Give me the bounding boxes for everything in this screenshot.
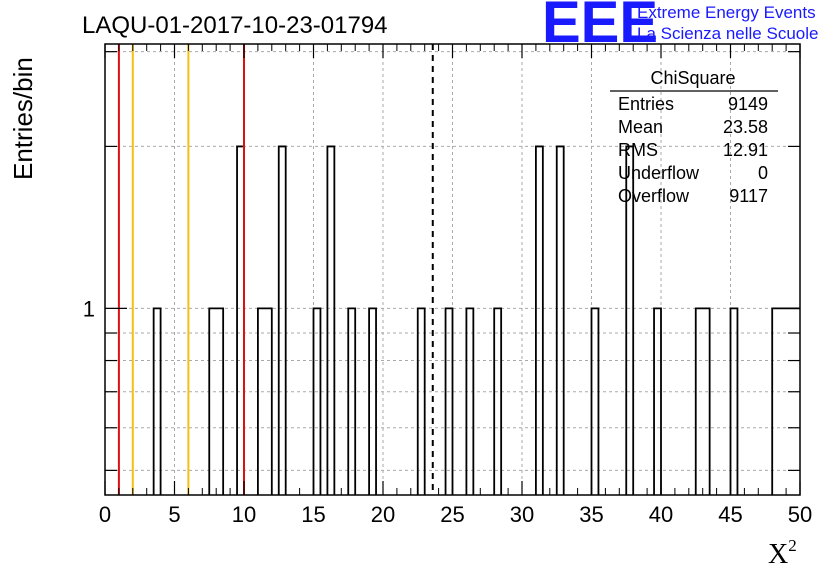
- logo-line-1: Extreme Energy Events: [637, 3, 816, 22]
- histogram-bars: [152, 145, 800, 495]
- histogram-bin: [654, 308, 661, 495]
- histogram-bin: [466, 308, 473, 495]
- histogram-bin: [772, 308, 779, 495]
- x-tick-label: 35: [579, 502, 603, 527]
- histogram-bin: [265, 308, 272, 495]
- logo-line-2: La Scienza nelle Scuole: [637, 24, 818, 43]
- histogram-bin: [327, 146, 334, 495]
- histogram-bin: [703, 308, 710, 495]
- y-axis-label: Entries/bin: [8, 57, 38, 180]
- y-tick-label: 1: [83, 296, 95, 321]
- tick-labels: 0 5 10 15 20 25 30 35 40 45 50 1: [83, 296, 812, 527]
- stats-title: ChiSquare: [650, 68, 735, 88]
- stats-value-rms: 12.91: [723, 140, 768, 160]
- reference-lines: [117, 44, 434, 495]
- x-tick-label: 10: [232, 502, 256, 527]
- histogram-bin: [314, 308, 321, 495]
- histogram-bin: [592, 308, 599, 495]
- histogram-bin: [279, 146, 286, 495]
- histogram-bin: [348, 308, 355, 495]
- histogram-bin: [209, 308, 216, 495]
- axis-ticks: [104, 44, 801, 495]
- histogram-bin: [446, 308, 453, 495]
- x-tick-label: 25: [440, 502, 464, 527]
- histogram-bin: [216, 308, 223, 495]
- x-tick-label: 5: [168, 502, 180, 527]
- eee-logo: EEE Extreme Energy Events La Scienza nel…: [542, 0, 818, 55]
- stats-value-underflow: 0: [758, 163, 768, 183]
- x-axis-label: X2: [768, 536, 797, 570]
- stats-label-mean: Mean: [618, 117, 663, 137]
- histogram-bin: [779, 308, 786, 495]
- stats-label-rms: RMS: [618, 140, 658, 160]
- x-tick-label: 45: [718, 502, 742, 527]
- stats-value-entries: 9149: [728, 94, 768, 114]
- x-tick-label: 0: [99, 502, 111, 527]
- x-tick-label: 20: [371, 502, 395, 527]
- x-tick-label: 50: [788, 502, 812, 527]
- x-axis-label-main: X: [768, 539, 788, 570]
- histogram-bin: [369, 308, 376, 495]
- histogram-bin: [731, 308, 738, 495]
- eee-logo-mark: EEE: [542, 0, 658, 55]
- stats-value-overflow: 9117: [729, 186, 768, 206]
- x-tick-label: 40: [649, 502, 673, 527]
- histogram-outline: [152, 145, 800, 495]
- histogram-bin: [237, 146, 244, 495]
- stats-label-entries: Entries: [618, 94, 674, 114]
- stats-label-underflow: Underflow: [618, 163, 700, 183]
- stats-value-mean: 23.58: [723, 117, 768, 137]
- histogram-bin: [418, 308, 425, 495]
- x-axis-label-sup: 2: [788, 536, 797, 555]
- histogram-bin: [557, 146, 564, 495]
- x-tick-label: 30: [510, 502, 534, 527]
- histogram-bin: [536, 146, 543, 495]
- chart-title: LAQU-01-2017-10-23-01794: [82, 12, 388, 39]
- histogram-bin: [494, 308, 501, 495]
- histogram-bin: [786, 308, 793, 495]
- histogram-bin: [696, 308, 703, 495]
- histogram-bin: [258, 308, 265, 495]
- histogram-bin: [793, 308, 800, 495]
- x-tick-label: 15: [301, 502, 325, 527]
- stats-box: ChiSquare Entries 9149 Mean 23.58 RMS 12…: [610, 68, 778, 206]
- stats-label-overflow: Overflow: [618, 186, 690, 206]
- histogram-bin: [154, 308, 161, 495]
